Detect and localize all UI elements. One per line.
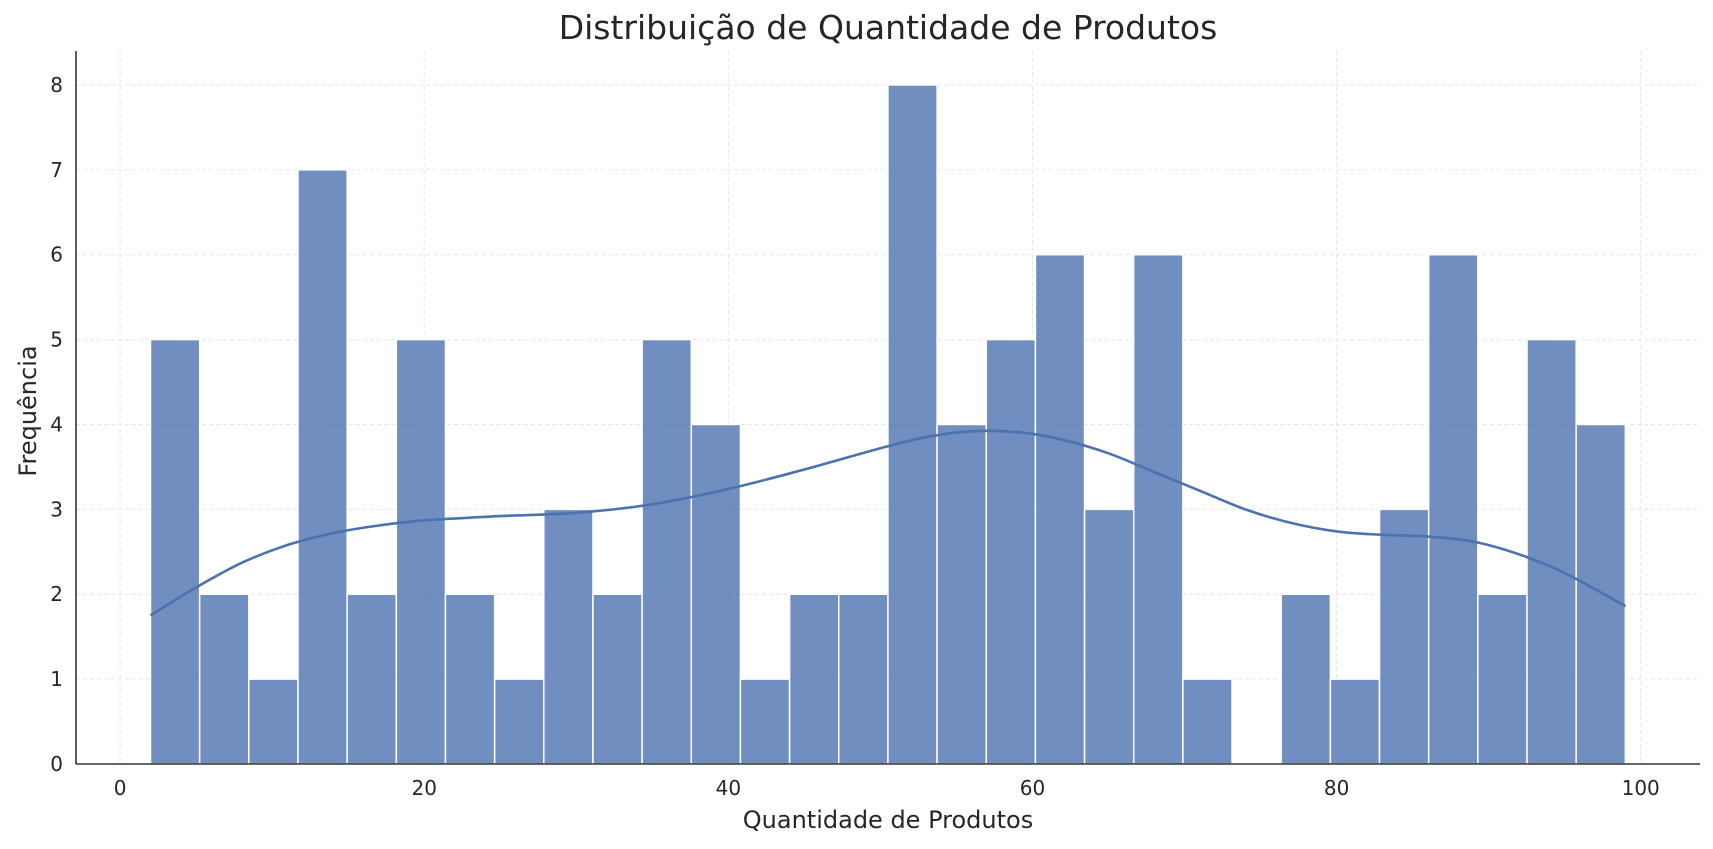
histogram-bar (739, 678, 791, 765)
y-tick-label: 5 (50, 328, 63, 352)
histogram-bar (198, 593, 250, 765)
histogram-bar (1378, 508, 1430, 765)
y-tick-label: 1 (50, 667, 63, 691)
x-tick-label: 100 (1622, 776, 1660, 800)
y-tick-label: 2 (50, 582, 63, 606)
histogram-bar (395, 338, 447, 765)
y-tick-label: 8 (50, 73, 63, 97)
histogram-bar (1526, 338, 1577, 765)
histogram-bar (887, 84, 938, 765)
histogram-bar (690, 423, 742, 765)
y-tick-label: 4 (50, 412, 63, 436)
x-tick-labels: 0 20 40 60 80 100 (114, 776, 1660, 800)
y-tick-label: 7 (50, 158, 63, 182)
histogram-bars (149, 84, 1627, 765)
histogram-bar (346, 593, 398, 765)
histogram-bar (936, 423, 987, 765)
histogram-bar (788, 593, 840, 765)
x-tick-label: 60 (1020, 776, 1045, 800)
x-tick-label: 0 (114, 776, 127, 800)
y-tick-label: 3 (50, 497, 63, 521)
x-tick-label: 40 (716, 776, 741, 800)
x-tick-label: 80 (1324, 776, 1349, 800)
y-axis-label: Frequência (14, 345, 42, 476)
y-tick-labels: 0 1 2 3 4 5 6 7 8 (50, 73, 63, 776)
kde-curve (149, 429, 1627, 617)
x-axis-label: Quantidade de Produtos (743, 806, 1033, 834)
y-tick-label: 6 (50, 243, 63, 267)
histogram-bar (641, 338, 693, 765)
histogram-bar (1132, 253, 1184, 765)
histogram-bar (1427, 253, 1479, 765)
histogram-bar (1575, 423, 1627, 765)
chart-title: Distribuição de Quantidade de Produtos (559, 8, 1218, 47)
histogram-bar (985, 338, 1037, 765)
histogram-bar (1034, 253, 1086, 765)
histogram-bar (1182, 678, 1233, 765)
histogram-bar (543, 508, 594, 765)
histogram-bar (592, 593, 643, 765)
histogram-bar (1083, 508, 1135, 765)
histogram-bar (444, 593, 496, 765)
x-tick-label: 20 (411, 776, 436, 800)
histogram-bar (248, 678, 299, 765)
histogram-bar (1477, 593, 1528, 765)
histogram-bar (1280, 593, 1332, 765)
y-tick-label: 0 (50, 752, 63, 776)
histogram-bar (149, 338, 201, 765)
histogram-bar (1329, 678, 1381, 765)
histogram-bar (297, 169, 348, 765)
histogram-bar (838, 593, 889, 765)
histogram-bar (493, 678, 545, 765)
